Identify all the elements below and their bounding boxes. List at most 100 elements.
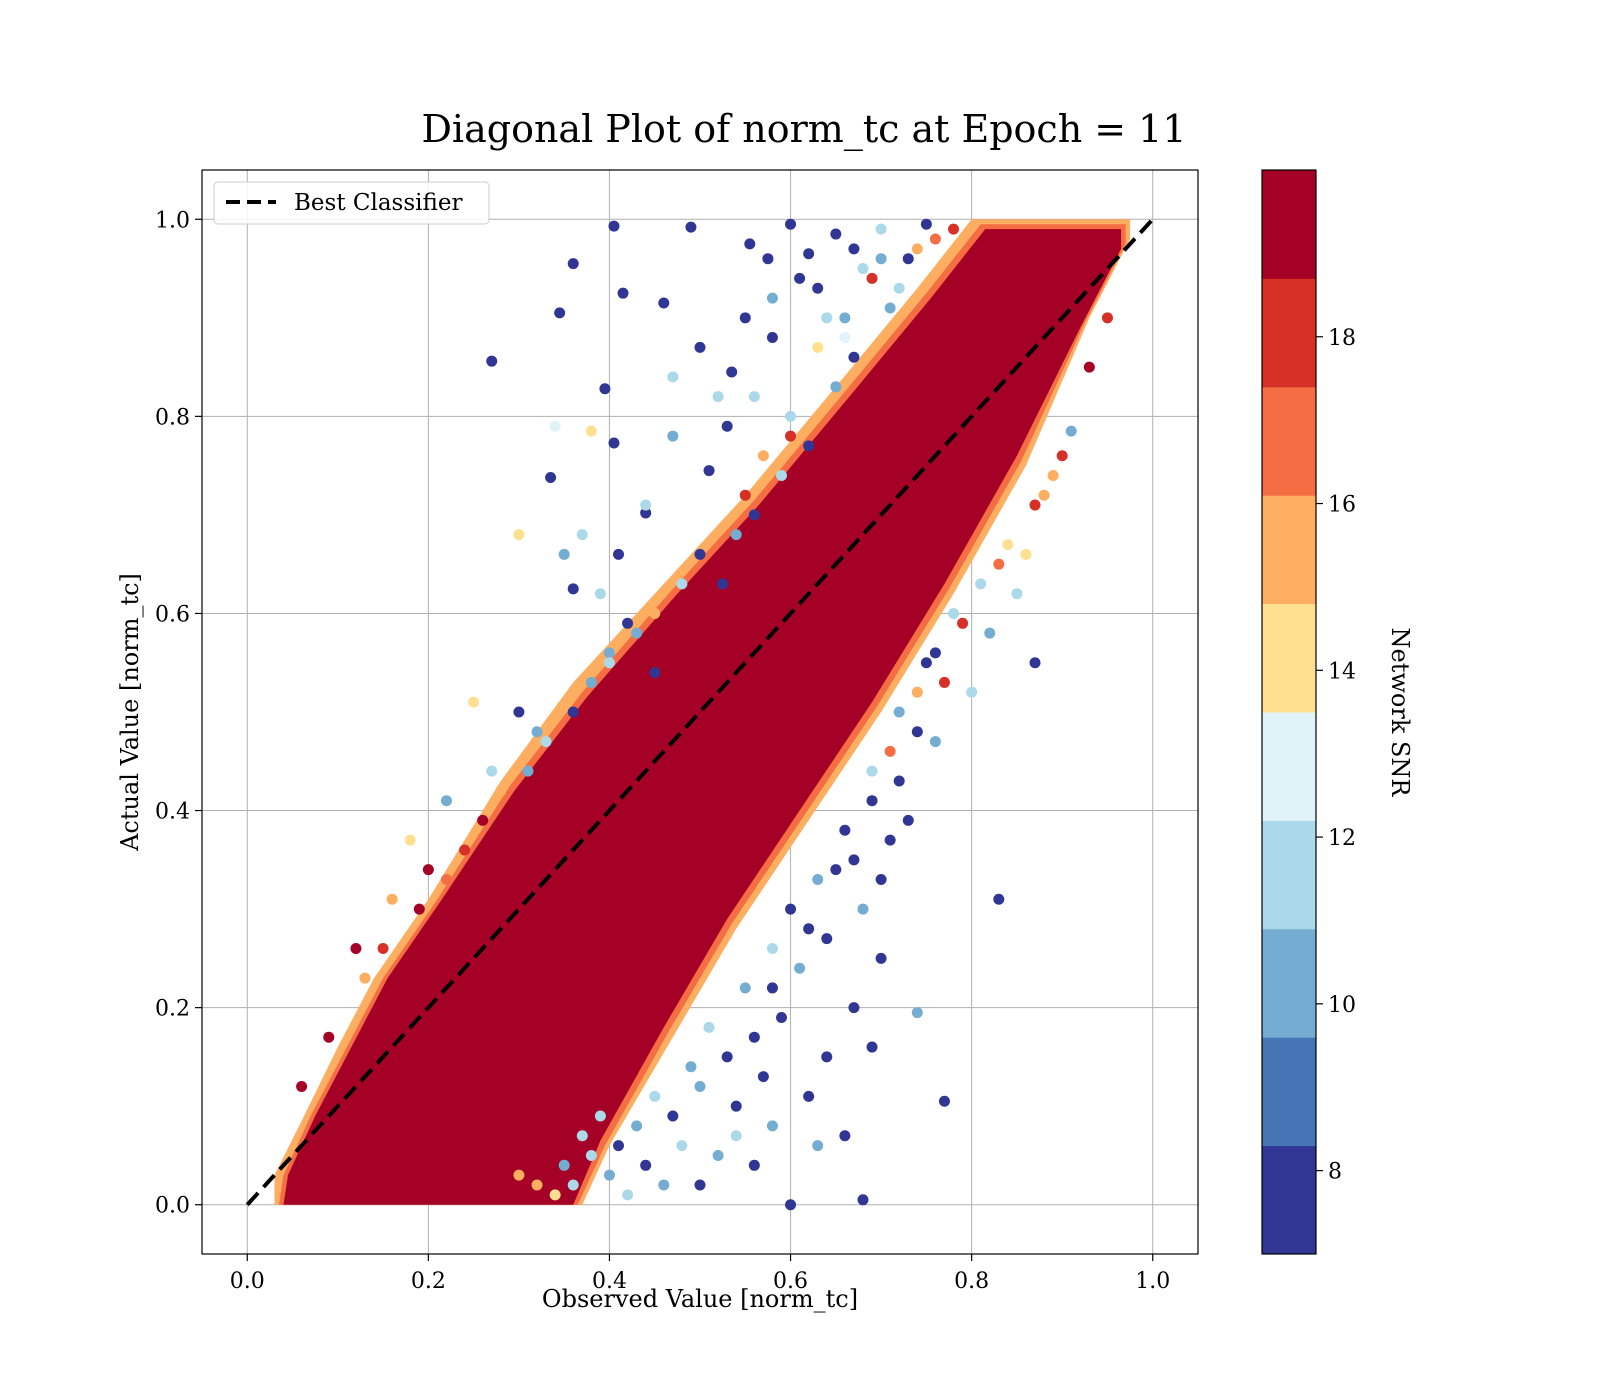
scatter-point xyxy=(975,578,987,590)
scatter-point xyxy=(413,903,425,915)
scatter-point xyxy=(658,1179,670,1191)
scatter-point xyxy=(785,218,797,230)
scatter-point xyxy=(576,529,588,541)
scatter-point xyxy=(613,1140,625,1152)
scatter-point xyxy=(803,923,815,935)
scatter-point xyxy=(694,341,706,353)
scatter-point xyxy=(757,1071,769,1083)
scatter-point xyxy=(495,785,507,797)
scatter-point xyxy=(762,253,774,265)
x-tick-label: 0.6 xyxy=(773,1269,808,1294)
colorbar-tick-label: 12 xyxy=(1328,826,1356,851)
scatter-point xyxy=(993,893,1005,905)
scatter-point xyxy=(594,1110,606,1122)
scatter-point xyxy=(1002,538,1014,550)
scatter-point xyxy=(603,657,615,669)
scatter-point xyxy=(622,1189,634,1201)
scatter-point xyxy=(794,272,806,284)
scatter-point xyxy=(703,1021,715,1033)
scatter-point xyxy=(893,706,905,718)
scatter-point xyxy=(748,391,760,403)
scatter-point xyxy=(549,1189,561,1201)
colorbar-tick-label: 14 xyxy=(1328,659,1356,684)
x-tick-label: 0.8 xyxy=(954,1269,989,1294)
scatter-point xyxy=(567,258,579,270)
scatter-point xyxy=(785,410,797,422)
colorbar-tick-label: 16 xyxy=(1328,493,1356,518)
scatter-point xyxy=(739,312,751,324)
scatter-point xyxy=(694,548,706,560)
scatter-point xyxy=(766,943,778,955)
scatter-point xyxy=(785,430,797,442)
scatter-point xyxy=(730,529,742,541)
scatter-point xyxy=(350,943,362,955)
scatter-point xyxy=(803,248,815,260)
scatter-point xyxy=(884,745,896,757)
scatter-point xyxy=(866,765,878,777)
scatter-point xyxy=(748,509,760,521)
scatter-point xyxy=(513,1169,525,1181)
scatter-point xyxy=(875,874,887,886)
colorbar-swatch xyxy=(1262,495,1316,605)
scatter-point xyxy=(608,437,620,449)
scatter-point xyxy=(984,627,996,639)
scatter-point xyxy=(296,1080,308,1092)
scatter-point xyxy=(730,1130,742,1142)
scatter-point xyxy=(902,814,914,826)
scatter-point xyxy=(1065,425,1077,437)
colorbar-frame xyxy=(1261,169,1317,1255)
scatter-point xyxy=(676,1140,688,1152)
scatter-point xyxy=(785,1199,797,1211)
scatter-point xyxy=(567,583,579,595)
scatter-point xyxy=(649,667,661,679)
scatter-point xyxy=(920,657,932,669)
scatter-point xyxy=(911,686,923,698)
scatter-point xyxy=(703,465,715,477)
scatter-point xyxy=(748,1159,760,1171)
scatter-point xyxy=(717,578,729,590)
scatter-point xyxy=(640,1159,652,1171)
scatter-point xyxy=(766,292,778,304)
x-tick-label: 0.4 xyxy=(592,1269,627,1294)
scatter-point xyxy=(1056,450,1068,462)
y-tick-label: 0.8 xyxy=(155,405,190,430)
scatter-point xyxy=(585,425,597,437)
scatter-point xyxy=(486,765,498,777)
colorbar-ticks: 8 10 12 14 16 18 xyxy=(1316,326,1356,1185)
legend-label-best-classifier: Best Classifier xyxy=(294,190,462,216)
scatter-point xyxy=(839,1130,851,1142)
scatter-point xyxy=(884,834,896,846)
scatter-point xyxy=(712,1149,724,1161)
scatter-point xyxy=(739,489,751,501)
scatter-point xyxy=(617,287,629,299)
scatter-point xyxy=(613,548,625,560)
scatter-point xyxy=(694,1179,706,1191)
scatter-point xyxy=(775,469,787,481)
scatter-point xyxy=(531,726,543,738)
scatter-point xyxy=(513,706,525,718)
scatter-point xyxy=(839,332,851,344)
band-core xyxy=(283,229,1122,1205)
scatter-point xyxy=(468,696,480,708)
scatter-point xyxy=(594,588,606,600)
scatter-point xyxy=(929,736,941,748)
scatter-point xyxy=(599,383,611,395)
x-axis-label: Observed Value [norm_tc] xyxy=(542,1285,858,1313)
scatter-point xyxy=(766,332,778,344)
scatter-point xyxy=(957,617,969,629)
x-tick-label: 0.2 xyxy=(411,1269,446,1294)
scatter-point xyxy=(875,223,887,235)
legend: Best Classifier xyxy=(213,181,490,225)
colorbar-tick-label: 8 xyxy=(1328,1160,1342,1185)
scatter-point xyxy=(785,903,797,915)
scatter-point xyxy=(812,1140,824,1152)
scatter-point xyxy=(875,253,887,265)
scatter-point xyxy=(459,844,471,856)
scatter-point xyxy=(812,341,824,353)
scatter-point xyxy=(658,297,670,309)
scatter-point xyxy=(558,548,570,560)
scatter-point xyxy=(803,1090,815,1102)
scatter-point xyxy=(1011,588,1023,600)
scatter-point xyxy=(929,233,941,245)
scatter-point xyxy=(631,1120,643,1132)
